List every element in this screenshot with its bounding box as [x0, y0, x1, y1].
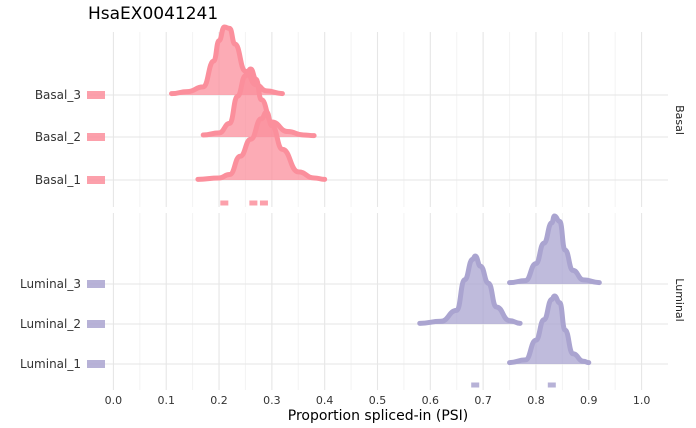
chart-title: HsaEX0041241 — [88, 4, 218, 24]
rug-mark — [471, 382, 480, 388]
density-outline-basal_2 — [200, 66, 317, 139]
density-area-basal_3 — [171, 27, 283, 95]
rug-mark — [249, 200, 258, 206]
row-key-swatch — [87, 360, 105, 368]
x-tick-label: 0.4 — [316, 394, 334, 407]
density-outline-basal_1 — [195, 109, 328, 182]
density-area-basal_2 — [203, 69, 315, 137]
facet-strip-label: Luminal — [673, 278, 686, 321]
rug-mark — [259, 200, 268, 206]
x-tick-label: 0.2 — [210, 394, 228, 407]
facet-basal: Basal Basal_3 Basal_2 Basal_1 — [35, 24, 686, 207]
row-key-swatch — [87, 280, 105, 288]
y-tick-label: Basal_2 — [35, 130, 81, 144]
x-tick-label: 0.6 — [422, 394, 440, 407]
y-tick-label: Basal_3 — [35, 88, 81, 102]
x-tick-label: 0.7 — [474, 394, 492, 407]
density-outline-luminal_1 — [507, 293, 592, 366]
density-area-basal_1 — [197, 112, 325, 180]
density-outline-luminal_2 — [417, 253, 523, 326]
rug-mark — [547, 382, 556, 388]
y-tick-label: Luminal_3 — [20, 277, 81, 291]
x-tick-label: 0.1 — [157, 394, 175, 407]
row-key-swatch — [87, 176, 105, 184]
y-tick-label: Luminal_2 — [20, 317, 81, 331]
x-axis-label: Proportion spliced-in (PSI) — [288, 408, 469, 424]
facet-luminal: Luminal Luminal_3 Luminal_2 Luminal_1 — [20, 213, 686, 390]
facet-strip-label: Basal — [673, 105, 686, 135]
rug-mark — [220, 200, 229, 206]
x-tick-label: 0.9 — [580, 394, 598, 407]
x-tick-label: 0.3 — [263, 394, 281, 407]
x-tick-label: 0.8 — [527, 394, 545, 407]
row-key-swatch — [87, 91, 105, 99]
x-tick-label: 1.0 — [633, 394, 651, 407]
row-key-swatch — [87, 133, 105, 141]
x-tick-label: 0.0 — [105, 394, 123, 407]
density-outline-luminal_3 — [507, 213, 602, 286]
y-tick-label: Luminal_1 — [20, 357, 81, 371]
x-tick-label: 0.5 — [369, 394, 387, 407]
y-tick-label: Basal_1 — [35, 173, 81, 187]
density-area-luminal_3 — [509, 216, 600, 284]
row-key-swatch — [87, 320, 105, 328]
